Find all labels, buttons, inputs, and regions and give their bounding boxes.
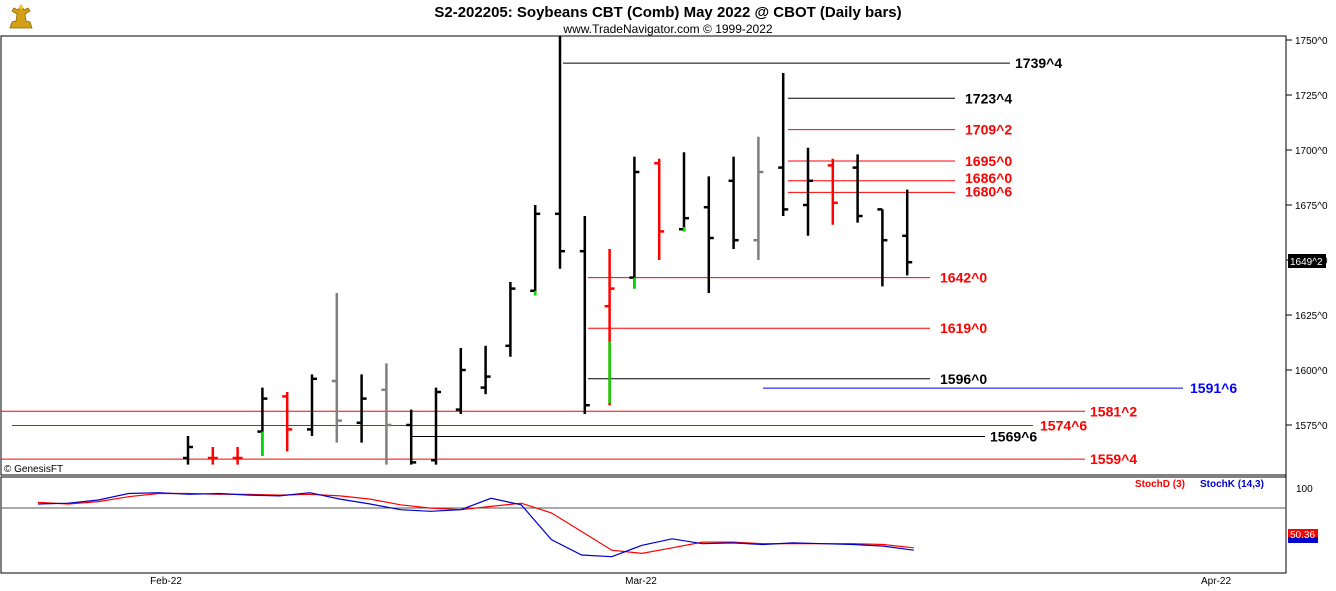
ohlc-bar: [728, 156, 739, 249]
ohlc-bar: [356, 374, 367, 443]
date-label-apr: Apr-22: [1201, 576, 1231, 587]
stoch-d-line: [37, 492, 914, 555]
ohlc-bar: [703, 176, 714, 293]
ohlc-bar: [654, 158, 665, 260]
price-tick-label: 1700^0: [1295, 146, 1328, 157]
level-label: 1559^4: [1090, 451, 1137, 467]
ohlc-bar: [183, 436, 193, 465]
level-label: 1686^0: [965, 170, 1012, 186]
ohlc-bar: [207, 447, 218, 465]
level-label: 1574^6: [1040, 418, 1087, 434]
gold-trophy-logo-icon: [9, 4, 33, 29]
ohlc-bar: [778, 73, 789, 216]
stoch-k-label: StochK (14,3): [1200, 479, 1264, 490]
indicator-panel: [0, 476, 1287, 574]
level-label: 1739^4: [1015, 55, 1062, 71]
chart-title: S2-202205: Soybeans CBT (Comb) May 2022 …: [434, 4, 901, 21]
ohlc-bar: [282, 392, 293, 452]
indicator-value-tag-k: [1288, 537, 1318, 543]
level-label: 1591^6: [1190, 380, 1237, 396]
price-tick-label: 1750^0: [1295, 36, 1328, 47]
price-tick-label: 1725^0: [1295, 91, 1328, 102]
last-price-tag: [1288, 254, 1326, 268]
ohlc-bar: [331, 293, 342, 443]
ohlc-bar: [406, 409, 417, 465]
level-label: 1596^0: [940, 371, 987, 387]
price-tick-label: 1675^0: [1295, 201, 1328, 212]
level-label: 1709^2: [965, 122, 1012, 138]
stoch-k-line: [37, 492, 914, 558]
ohlc-bar: [827, 158, 838, 225]
level-label: 1569^6: [990, 429, 1037, 445]
ohlc-bar: [431, 387, 441, 465]
level-label: 1695^0: [965, 153, 1012, 169]
level-label: 1581^2: [1090, 403, 1137, 419]
price-tick-label: 1600^0: [1295, 366, 1328, 377]
indicator-value-label: 50.36: [1290, 530, 1315, 541]
ohlc-bar: [803, 147, 813, 236]
indicator-value-tag: [1288, 529, 1318, 537]
price-tick-label: 1625^0: [1295, 311, 1328, 322]
level-label: 1723^4: [965, 90, 1012, 106]
ohlc-bar: [877, 208, 888, 287]
level-label: 1680^6: [965, 183, 1012, 199]
ohlc-bar: [902, 189, 913, 276]
ohlc-bar: [381, 363, 392, 465]
date-label-feb: Feb-22: [150, 576, 182, 587]
stoch-d-label: StochD (3): [1135, 479, 1185, 490]
price-tick-label: 1575^0: [1295, 421, 1328, 432]
copyright-label: © GenesisFT: [4, 464, 63, 475]
ohlc-bar: [480, 345, 491, 395]
ohlc-bar: [455, 348, 466, 414]
ohlc-bar: [530, 205, 541, 296]
level-label: 1642^0: [940, 270, 987, 286]
date-label-mar: Mar-22: [625, 576, 657, 587]
ohlc-bar: [852, 154, 863, 223]
ohlc-bar: [232, 447, 243, 465]
ohlc-bar: [579, 216, 590, 414]
ohlc-bar: [753, 136, 764, 260]
level-label: 1619^0: [940, 320, 987, 336]
chart-subtitle: www.TradeNavigator.com © 1999-2022: [562, 22, 772, 36]
ohlc-bar: [555, 35, 565, 269]
ohlc-bar: [629, 156, 640, 289]
indicator-level-label: 100: [1296, 484, 1313, 495]
ohlc-bar: [505, 282, 516, 357]
ohlc-bar: [679, 152, 689, 232]
ohlc-bar: [307, 374, 317, 436]
last-price-label: 1649^2: [1290, 257, 1323, 268]
